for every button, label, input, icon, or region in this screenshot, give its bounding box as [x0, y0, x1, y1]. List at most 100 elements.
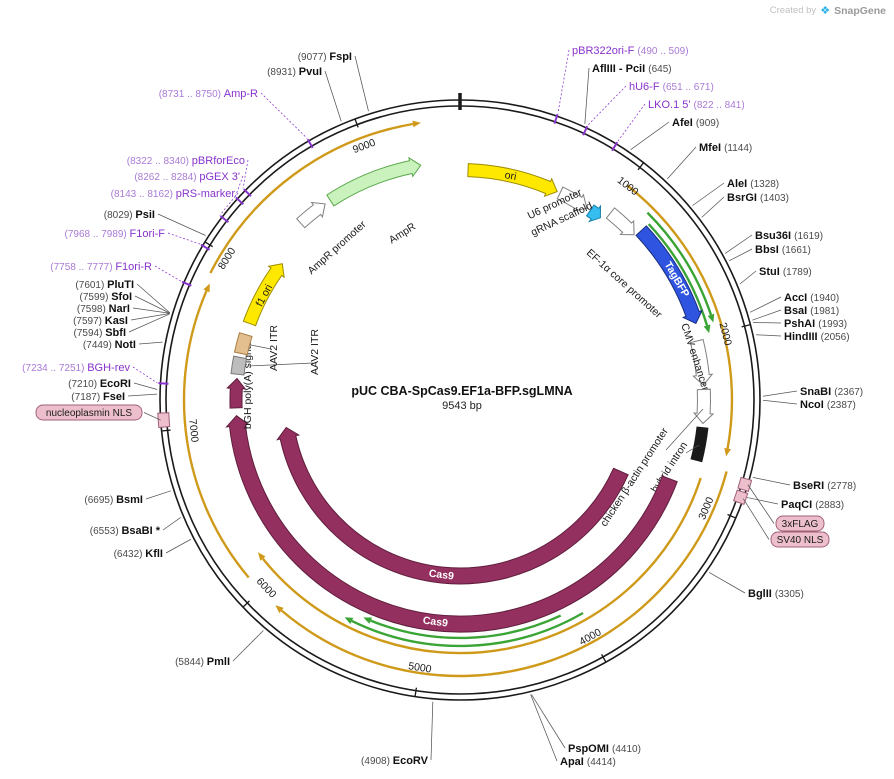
enzyme-label-mfei[interactable]: MfeI (1144) [699, 142, 752, 154]
orf-arrowhead-gold [724, 447, 731, 457]
feature-label-ef1a-core-promoter[interactable]: EF-1α core promoter [584, 247, 665, 321]
primer-label-bgh-rev[interactable]: (7234 .. 7251) BGH-rev [22, 362, 130, 374]
feature-label-aav2-itr-2[interactable]: AAV2 ITR [268, 325, 280, 371]
callout-prs-marker [219, 192, 239, 216]
boxed-label-text-3xflag[interactable]: 3xFLAG [782, 519, 819, 530]
enzyme-label-pluti[interactable]: (7601) PluTI [75, 279, 134, 291]
feature-label-aav2-itr-1[interactable]: AAV2 ITR [309, 329, 321, 375]
enzyme-label-bsrgi[interactable]: BsrGI (1403) [727, 192, 789, 204]
scale-tick [242, 600, 250, 608]
enzyme-label-pspomi[interactable]: PspOMI (4410) [568, 743, 641, 755]
primer-label-pgex-3[interactable]: (8262 .. 8284) pGEX 3' [134, 171, 240, 183]
enzyme-label-afei[interactable]: AfeI (909) [672, 117, 719, 129]
enzyme-label-stui[interactable]: StuI (1789) [759, 266, 812, 278]
feature-u6-promoter[interactable] [556, 186, 588, 212]
feature-aav2-itr-1[interactable] [230, 355, 248, 376]
boxed-label-nucleoplasmin-nls[interactable] [35, 404, 143, 421]
feature-aav2-itr-2[interactable] [233, 332, 253, 356]
enzyme-label-bsmi[interactable]: (6695) BsmI [84, 494, 143, 506]
enzyme-label-fspi[interactable]: (9077) FspI [298, 51, 352, 63]
boxed-label-text-nucleoplasmin-nls[interactable]: nucleoplasmin NLS [46, 408, 132, 419]
enzyme-label-ecori[interactable]: (7210) EcoRI [68, 378, 131, 390]
enzyme-label-ecorv[interactable]: (4908) EcoRV [361, 755, 429, 767]
enzyme-label-bseri[interactable]: BseRI (2778) [793, 480, 856, 492]
boxed-label-text-sv40-nls[interactable]: SV40 NLS [777, 535, 824, 546]
scale-tick [204, 241, 214, 248]
feature-label-ampr-promoter[interactable]: AmpR promoter [305, 218, 368, 277]
callout-pspomi [531, 694, 566, 749]
feature-cas9-outer[interactable] [225, 415, 678, 633]
feature-label-ampr[interactable]: AmpR [387, 220, 418, 246]
enzyme-label-kasi[interactable]: (7597) KasI [73, 315, 128, 327]
callout-bsmi [145, 490, 172, 500]
primer-tick-pbrforeco [243, 188, 252, 197]
enzyme-label-kfli[interactable]: (6432) KflI [114, 548, 163, 560]
feature-cmv-enhancer[interactable] [689, 338, 714, 386]
primer-label-lko-1-5[interactable]: LKO.1 5' (822 .. 841) [648, 99, 745, 111]
enzyme-label-alei[interactable]: AleI (1328) [727, 178, 779, 190]
enzyme-label-fsei[interactable]: (7187) FseI [71, 391, 125, 403]
enzyme-label-psii[interactable]: (8029) PsiI [104, 209, 155, 221]
enzyme-label-pmli[interactable]: (5844) PmlI [175, 656, 230, 668]
feature-bgh-polya-signal[interactable] [226, 377, 247, 409]
enzyme-label-nari[interactable]: (7598) NarI [77, 303, 130, 315]
enzyme-label-pvui[interactable]: (8931) PvuI [267, 66, 322, 78]
enzyme-label-acci[interactable]: AccI (1940) [784, 292, 839, 304]
callout-kasi [130, 313, 170, 321]
feature-label-ori[interactable]: ori [504, 169, 518, 183]
feature-ampr[interactable] [326, 156, 422, 207]
enzyme-label-noti[interactable]: (7449) NotI [83, 339, 136, 351]
feature-ef1a-core-promoter[interactable] [605, 207, 635, 236]
callout-hu6-f [587, 85, 627, 126]
feature-chicken-beta-actin-promoter[interactable] [692, 388, 715, 425]
enzyme-label-paqci[interactable]: PaqCI (2883) [781, 499, 844, 511]
callout-bbsi [728, 248, 753, 262]
feature-cas9-inner[interactable] [276, 426, 629, 585]
primer-label-pbrforeco[interactable]: (8322 .. 8340) pBRforEco [127, 155, 245, 167]
orf-arc-gold [280, 471, 728, 678]
primer-tick-amp-r [306, 138, 314, 149]
enzyme-label-bsai[interactable]: BsaI (1981) [784, 305, 839, 317]
enzyme-label-bsu36i[interactable]: Bsu36I (1619) [755, 230, 823, 242]
enzyme-label-afliii-pcii[interactable]: AflIII - PciI (645) [592, 63, 672, 75]
enzyme-label-sbfi[interactable]: (7594) SbfI [74, 327, 126, 339]
feature-label-f1-ori[interactable]: f1 ori [254, 282, 276, 308]
feature-ori[interactable] [467, 163, 558, 198]
orf-arrowhead-gold [412, 120, 421, 128]
feature-label-cas9-inner[interactable]: Cas9 [428, 568, 455, 583]
callout-nucleoplasmin-nls [143, 412, 161, 421]
primer-tick-bgh-rev [158, 382, 169, 385]
scale-tick [414, 687, 418, 697]
primer-tick-prs-marker [219, 215, 230, 223]
callout-paqci [746, 497, 779, 505]
feature-f1-ori[interactable] [242, 263, 285, 327]
enzyme-label-bsabi[interactable]: (6553) BsaBI * [90, 525, 161, 537]
enzyme-label-ncoi[interactable]: NcoI (2387) [800, 399, 856, 411]
feature-label-cas9-outer[interactable]: Cas9 [422, 615, 449, 630]
primer-label-f1ori-r[interactable]: (7758 .. 7777) F1ori-R [50, 261, 152, 273]
primer-label-amp-r[interactable]: (8731 .. 8750) Amp-R [159, 88, 258, 100]
boxed-label-3xflag[interactable] [775, 515, 825, 532]
feature-grna-scaffold[interactable] [585, 204, 602, 223]
feature-nucleoplasmin-nls-feature[interactable] [157, 412, 171, 429]
feature-flag-3x-feature[interactable] [737, 476, 753, 493]
scale-tick [354, 118, 359, 128]
plasmid-size: 9543 bp [442, 400, 482, 412]
primer-label-pbr322ori-f[interactable]: pBR322ori-F (490 .. 509) [572, 45, 689, 57]
enzyme-label-sfoi[interactable]: (7599) SfoI [80, 291, 132, 303]
enzyme-label-bglii[interactable]: BglII (3305) [748, 588, 804, 600]
feature-tagbfp[interactable] [635, 225, 703, 325]
enzyme-label-hindiii[interactable]: HindIII (2056) [784, 331, 850, 343]
feature-ampr-promoter[interactable] [295, 201, 326, 229]
feature-hybrid-intron[interactable] [690, 426, 709, 463]
enzyme-label-snabi[interactable]: SnaBI (2367) [800, 386, 863, 398]
primer-label-f1ori-f[interactable]: (7968 .. 7989) F1ori-F [65, 228, 166, 240]
enzyme-label-bbsi[interactable]: BbsI (1661) [755, 244, 811, 256]
primer-label-hu6-f[interactable]: hU6-F (651 .. 671) [629, 81, 714, 93]
primer-label-prs-marker[interactable]: (8143 .. 8162) pRS-marker [111, 188, 236, 200]
feature-sv40-nls-feature[interactable] [732, 489, 749, 506]
boxed-label-sv40-nls[interactable] [770, 531, 830, 548]
enzyme-label-pshai[interactable]: PshAI (1993) [784, 318, 847, 330]
enzyme-label-apai[interactable]: ApaI (4414) [560, 756, 616, 768]
